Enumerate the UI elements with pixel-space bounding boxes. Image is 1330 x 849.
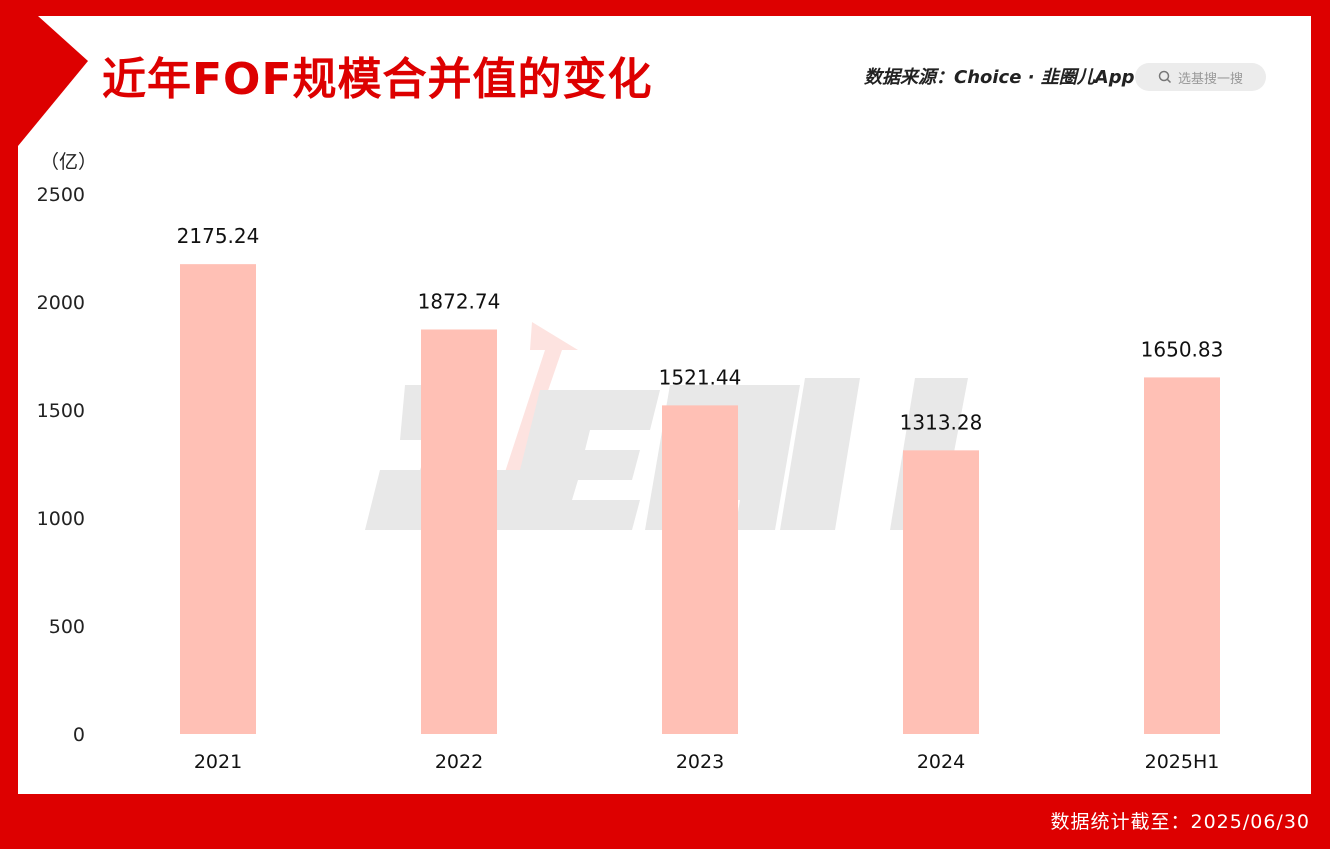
bar-value-label: 1872.74 [418,289,501,313]
x-tick-label: 2024 [917,751,965,773]
bar [1144,377,1220,734]
y-tick-label: 1500 [37,400,85,422]
bar [421,329,497,734]
bar-value-label: 1650.83 [1141,337,1224,361]
bar-value-label: 1521.44 [659,365,742,389]
x-tick-label: 2022 [435,751,483,773]
y-axis-unit: （亿） [40,151,98,173]
y-tick-label: 2000 [37,292,85,314]
bar [180,264,256,734]
data-cutoff-note: 数据统计截至：2025/06/30 [1050,811,1310,833]
y-tick-label: 500 [49,616,85,638]
x-tick-label: 2023 [676,751,724,773]
bar [662,405,738,734]
search-icon [1158,70,1172,84]
x-tick-label: 2025H1 [1145,751,1220,773]
bar-value-label: 2175.24 [177,224,260,248]
x-axis: 2021 2022 2023 2024 2025H1 [194,751,1220,773]
data-source: 数据来源：Choice · 韭圈儿App [864,67,1135,88]
page-title: 近年FOF规模合并值的变化 [102,54,653,105]
bar-value-label: 1313.28 [900,410,983,434]
corner-arrow-decoration [18,16,88,146]
y-tick-label: 0 [73,724,85,746]
y-axis: 0 500 1000 1500 2000 2500 [37,184,85,746]
search-button[interactable]: 选基搜一搜 [1135,63,1266,91]
bar-value-labels: 2175.24 1872.74 1521.44 1313.28 1650.83 [177,224,1224,434]
search-placeholder: 选基搜一搜 [1177,71,1243,87]
y-tick-label: 1000 [37,508,85,530]
y-tick-label: 2500 [37,184,85,206]
bar [903,450,979,734]
x-tick-label: 2021 [194,751,242,773]
bars [180,264,1220,734]
